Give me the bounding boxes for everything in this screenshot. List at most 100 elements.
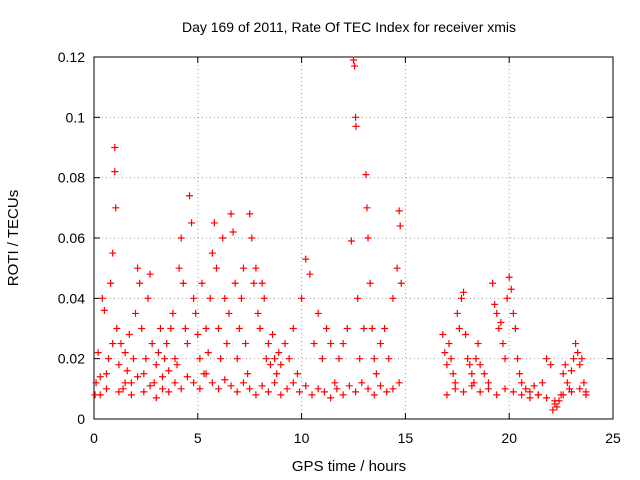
data-point <box>100 306 108 314</box>
data-point <box>173 361 181 369</box>
data-point <box>239 379 247 387</box>
data-point <box>159 385 167 393</box>
data-point <box>497 318 505 326</box>
data-point <box>339 391 347 399</box>
data-point <box>134 373 142 381</box>
data-point <box>511 325 519 332</box>
data-point <box>298 294 306 302</box>
data-point <box>113 325 121 332</box>
data-point <box>266 361 274 369</box>
data-point <box>163 340 171 348</box>
data-point <box>175 264 183 272</box>
data-point <box>389 294 397 302</box>
data-point <box>331 379 339 387</box>
data-point <box>271 355 279 363</box>
data-point <box>381 325 389 332</box>
data-point <box>370 391 378 399</box>
data-point <box>453 309 461 317</box>
data-point <box>264 340 272 348</box>
data-point <box>296 388 304 396</box>
y-tick-labels: 0 0.02 0.04 0.06 0.08 0.1 0.12 <box>58 49 85 427</box>
data-point <box>376 382 384 390</box>
data-point <box>219 234 227 242</box>
data-point <box>468 370 476 378</box>
data-point <box>393 264 401 272</box>
data-point <box>194 331 202 339</box>
data-point <box>389 385 397 393</box>
data-point <box>547 361 555 369</box>
data-point <box>516 370 524 378</box>
data-point <box>582 388 590 396</box>
data-point <box>183 373 191 381</box>
data-point <box>119 385 127 393</box>
data-point <box>576 361 584 369</box>
data-point <box>109 340 117 348</box>
data-point <box>451 379 459 387</box>
data-point <box>335 355 343 363</box>
plot-frame <box>93 56 614 420</box>
data-point <box>258 382 266 390</box>
data-point <box>474 340 482 348</box>
data-point <box>551 397 559 405</box>
data-point <box>252 264 260 272</box>
data-point <box>574 349 582 357</box>
data-point <box>215 325 223 332</box>
data-point <box>179 279 187 287</box>
y-tick-label: 0.1 <box>66 109 86 125</box>
data-point <box>345 382 353 390</box>
data-point <box>464 355 472 363</box>
data-point <box>289 325 297 332</box>
data-point <box>159 373 167 381</box>
data-point <box>208 249 216 257</box>
data-point <box>509 388 517 396</box>
data-point <box>165 367 173 375</box>
data-point <box>231 279 239 287</box>
data-point <box>443 361 451 369</box>
x-tick-label: 15 <box>398 430 414 446</box>
data-point <box>138 325 146 332</box>
data-point <box>275 349 283 357</box>
data-point <box>385 355 393 363</box>
grid-lines <box>94 57 613 419</box>
data-point <box>363 204 371 212</box>
data-point <box>559 370 567 378</box>
data-point <box>181 325 189 332</box>
data-point <box>559 391 567 399</box>
data-point <box>277 391 285 399</box>
data-point <box>109 249 117 257</box>
data-point <box>543 394 551 402</box>
data-point <box>260 294 268 302</box>
data-point <box>362 171 370 179</box>
data-point <box>140 388 148 396</box>
data-point <box>140 370 148 378</box>
data-point <box>254 309 262 317</box>
data-point <box>167 325 175 332</box>
data-point <box>491 300 499 308</box>
data-point <box>246 210 254 218</box>
data-point <box>480 370 488 378</box>
data-point <box>129 355 137 363</box>
data-point <box>161 355 169 363</box>
y-tick-label: 0.06 <box>58 230 85 246</box>
y-tick-label: 0.08 <box>58 170 85 186</box>
data-point <box>144 294 152 302</box>
data-point <box>563 379 571 387</box>
data-point <box>476 361 484 369</box>
data-point <box>111 144 119 151</box>
y-tick-label: 0.04 <box>58 290 85 306</box>
data-point <box>447 355 455 363</box>
data-point <box>281 340 289 348</box>
data-point <box>493 391 501 399</box>
data-point <box>462 331 470 339</box>
data-point <box>217 355 225 363</box>
data-point <box>460 388 468 396</box>
data-point <box>237 294 245 302</box>
data-point <box>192 309 200 317</box>
data-point <box>501 355 509 363</box>
data-point <box>530 382 538 390</box>
data-point <box>451 385 459 393</box>
data-point <box>314 385 322 393</box>
data-point <box>484 379 492 387</box>
data-point <box>221 294 229 302</box>
x-tick-labels: 0 5 10 15 20 25 <box>90 430 621 446</box>
